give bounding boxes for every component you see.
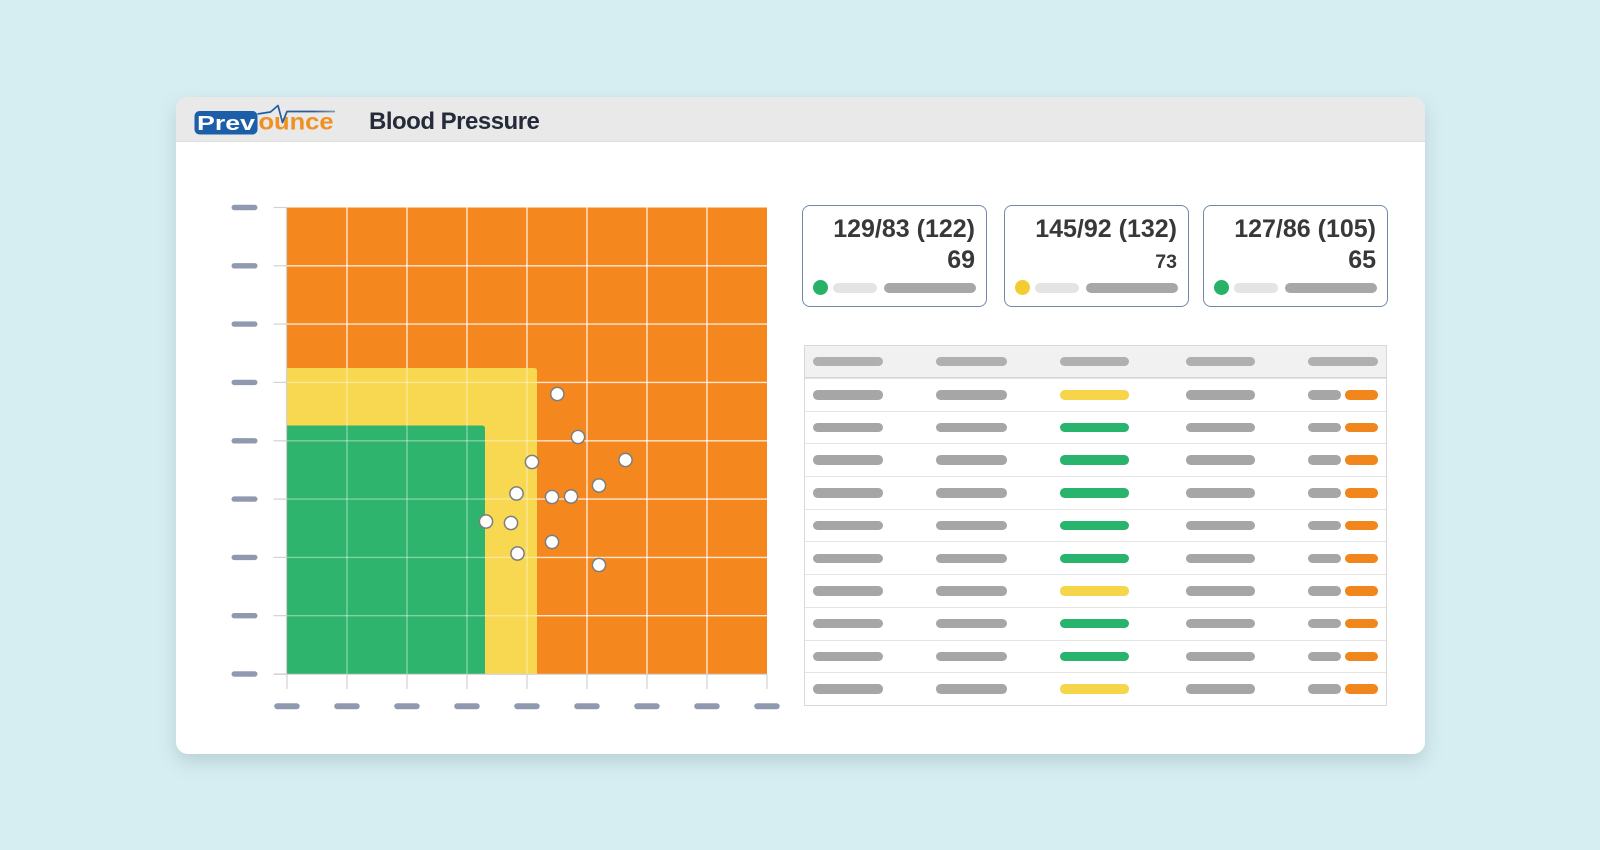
svg-text:Prev: Prev xyxy=(197,112,256,135)
svg-text:ounce: ounce xyxy=(259,109,334,135)
